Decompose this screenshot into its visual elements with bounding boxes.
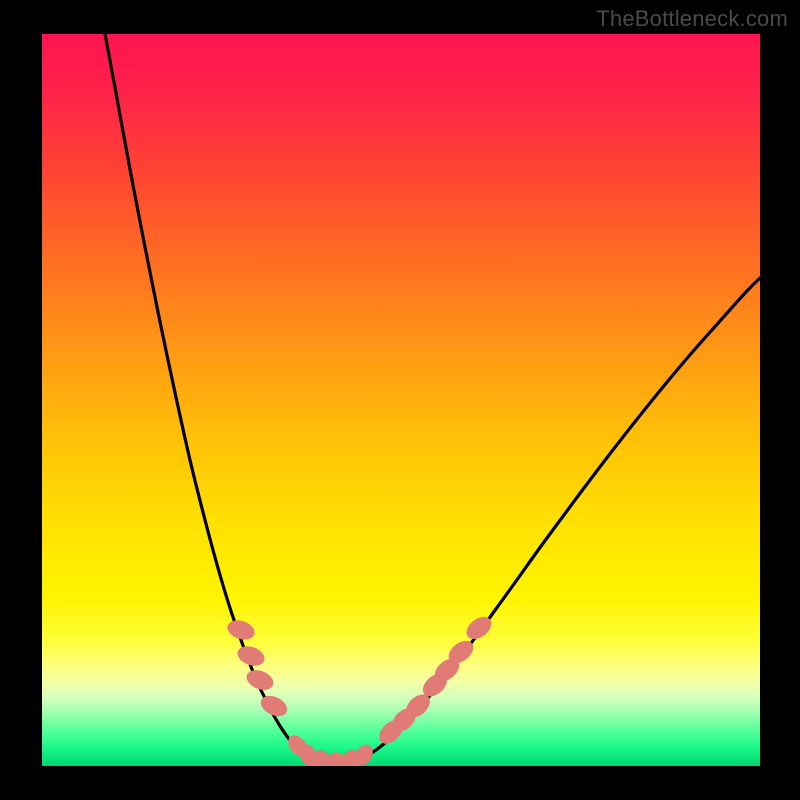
chart-container: TheBottleneck.com bbox=[0, 0, 800, 800]
bottleneck-chart bbox=[42, 34, 760, 766]
watermark-text: TheBottleneck.com bbox=[596, 6, 788, 32]
